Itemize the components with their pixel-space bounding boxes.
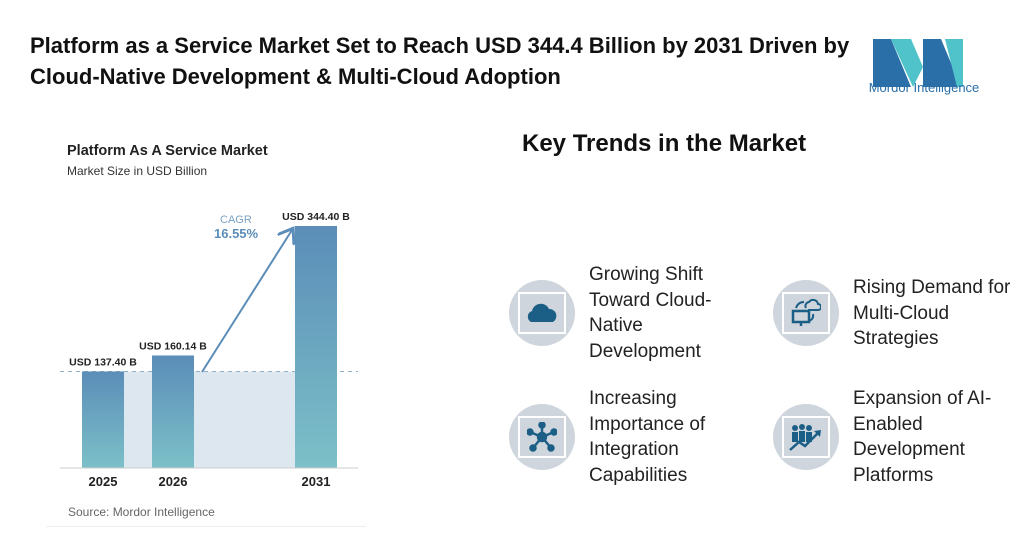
page-title: Platform as a Service Market Set to Reac… — [30, 33, 850, 89]
trend-label: Expansion of AI-Enabled Development Plat… — [853, 388, 992, 486]
cagr-value: 16.55% — [214, 226, 259, 241]
cloud-icon — [518, 292, 566, 334]
bar-chart: USD 137.40 B 2025 USD 160.14 B 2026 USD 344.… — [60, 211, 358, 489]
cagr-label: CAGR — [220, 214, 252, 226]
trend-label: Growing Shift Toward Cloud-Native Develo… — [589, 264, 712, 362]
growth-team-icon — [782, 416, 830, 458]
data-label: USD 137.40 B — [69, 356, 137, 368]
data-label: USD 160.14 B — [139, 340, 207, 352]
trend-label: Increasing Importance of Integration Cap… — [589, 388, 706, 486]
x-tick-label: 2026 — [159, 474, 188, 489]
network-hub-icon — [518, 416, 566, 458]
multi-cloud-icon — [782, 292, 830, 335]
key-trends-heading: Key Trends in the Market — [522, 130, 807, 157]
mordor-logo — [873, 39, 963, 87]
trend-item: Increasing Importance of Integration Cap… — [509, 386, 749, 488]
baseline-shade — [82, 371, 337, 468]
trend-item: Rising Demand for Multi-Cloud Strategies — [773, 275, 1013, 352]
chart-source: Source: Mordor Intelligence — [68, 505, 215, 519]
bar-2025 — [82, 371, 124, 468]
x-tick-label: 2025 — [89, 474, 118, 489]
logo-text: Mordor Intelligence — [868, 80, 980, 95]
data-label: USD 344.40 B — [282, 211, 350, 223]
cagr-arrow — [201, 230, 292, 373]
chart-subtitle: Market Size in USD Billion — [67, 164, 208, 178]
trend-label: Rising Demand for Multi-Cloud Strategies — [853, 277, 1011, 349]
bar-2031 — [295, 226, 337, 468]
x-tick-label: 2031 — [302, 474, 331, 489]
chart-title: Platform As A Service Market — [67, 143, 268, 159]
divider — [46, 526, 366, 527]
trend-item: Growing Shift Toward Cloud-Native Develo… — [509, 262, 749, 364]
trend-item: Expansion of AI-Enabled Development Plat… — [773, 386, 1013, 488]
bar-2026 — [152, 355, 194, 468]
